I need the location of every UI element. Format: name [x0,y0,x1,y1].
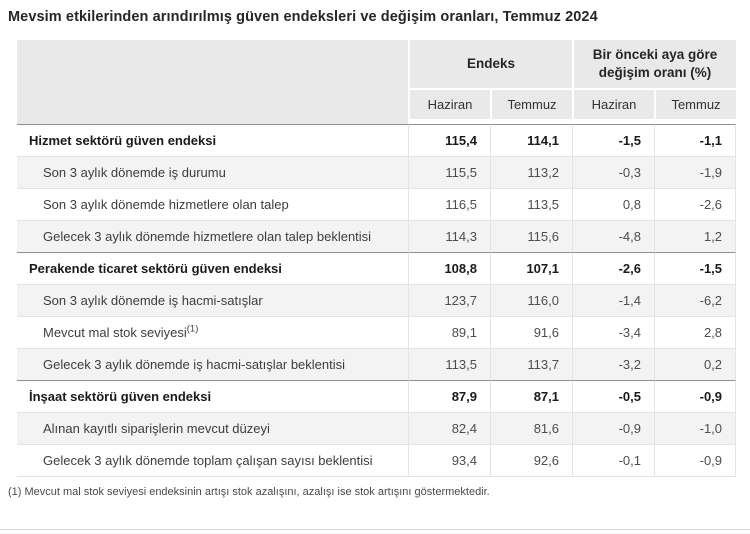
value-cell: 115,5 [408,156,490,188]
value-cell: 91,6 [490,316,572,348]
value-cell: 113,5 [490,188,572,220]
value-cell: -0,3 [572,156,654,188]
value-cell: 0,8 [572,188,654,220]
value-cell: -1,1 [654,124,737,156]
value-cell: 93,4 [408,444,490,477]
row-label: Alınan kayıtlı siparişlerin mevcut düzey… [17,412,408,444]
value-cell: 113,7 [490,348,572,380]
row-label-column-header [17,40,408,124]
row-label: Mevcut mal stok seviyesi(1) [17,316,408,348]
value-cell: 108,8 [408,252,490,284]
footnote: (1) Mevcut mal stok seviyesi endeksinin … [8,486,490,498]
value-cell: 89,1 [408,316,490,348]
row-label: Son 3 aylık dönemde iş durumu [17,156,408,188]
row-label: Gelecek 3 aylık dönemde toplam çalışan s… [17,444,408,477]
row-label: Son 3 aylık dönemde hizmetlere olan tale… [17,188,408,220]
value-cell: -4,8 [572,220,654,252]
column-group-header-row: Endeks Bir önceki aya göre değişim oranı… [17,40,737,124]
value-cell: 82,4 [408,412,490,444]
row-label: Perakende ticaret sektörü güven endeksi [17,252,408,284]
col-group-monthly-change: Bir önceki aya göre değişim oranı (%) [572,40,737,90]
page-title: Mevsim etkilerinden arındırılmış güven e… [8,9,598,25]
detail-row: Son 3 aylık dönemde hizmetlere olan tale… [17,188,737,220]
value-cell: -3,4 [572,316,654,348]
table-body: Hizmet sektörü güven endeksi 115,4 114,1 -1… [17,124,737,477]
value-cell: 87,1 [490,380,572,412]
value-cell: 92,6 [490,444,572,477]
bottom-divider [0,529,750,530]
detail-row: Alınan kayıtlı siparişlerin mevcut düzey… [17,412,737,444]
detail-row: Son 3 aylık dönemde iş hacmi-satışlar 123… [17,284,737,316]
detail-row: Gelecek 3 aylık dönemde toplam çalışan s… [17,444,737,477]
value-cell: 2,8 [654,316,737,348]
value-cell: 116,5 [408,188,490,220]
col-group-endeks: Endeks [408,40,572,90]
confidence-indices-table: Endeks Bir önceki aya göre değişim oranı… [17,40,737,477]
subheader-endeks-haziran: Haziran [408,90,490,124]
row-label: Hizmet sektörü güven endeksi [17,124,408,156]
value-cell: -1,0 [654,412,737,444]
subheader-change-haziran: Haziran [572,90,654,124]
row-label: İnşaat sektörü güven endeksi [17,380,408,412]
value-cell: -0,9 [572,412,654,444]
value-cell: -2,6 [654,188,737,220]
section-row: Hizmet sektörü güven endeksi 115,4 114,1 -1… [17,124,737,156]
subheader-change-temmuz: Temmuz [654,90,737,124]
value-cell: -0,1 [572,444,654,477]
value-cell: -6,2 [654,284,737,316]
row-label: Gelecek 3 aylık dönemde hizmetlere olan … [17,220,408,252]
value-cell: 113,2 [490,156,572,188]
value-cell: -3,2 [572,348,654,380]
value-cell: -1,4 [572,284,654,316]
table-header: Endeks Bir önceki aya göre değişim oranı… [17,40,737,124]
detail-row: Son 3 aylık dönemde iş durumu 115,5 113,2-… [17,156,737,188]
value-cell: 107,1 [490,252,572,284]
value-cell: 1,2 [654,220,737,252]
value-cell: -1,5 [654,252,737,284]
value-cell: -0,5 [572,380,654,412]
value-cell: -1,9 [654,156,737,188]
row-label: Son 3 aylık dönemde iş hacmi-satışlar [17,284,408,316]
row-label: Gelecek 3 aylık dönemde iş hacmi-satışla… [17,348,408,380]
value-cell: 115,6 [490,220,572,252]
value-cell: 116,0 [490,284,572,316]
value-cell: 87,9 [408,380,490,412]
month-header-row: Haziran Temmuz Haziran Temmuz [17,90,737,124]
section-row: İnşaat sektörü güven endeksi 87,9 87,1 -0,5… [17,380,737,412]
subheader-endeks-temmuz: Temmuz [490,90,572,124]
value-cell: -0,9 [654,380,737,412]
value-cell: -0,9 [654,444,737,477]
value-cell: 81,6 [490,412,572,444]
value-cell: 123,7 [408,284,490,316]
footnote-marker: (1) [186,323,199,335]
value-cell: 114,3 [408,220,490,252]
value-cell: 115,4 [408,124,490,156]
value-cell: 0,2 [654,348,737,380]
section-row: Perakende ticaret sektörü güven endeksi 1… [17,252,737,284]
value-cell: -1,5 [572,124,654,156]
value-cell: -2,6 [572,252,654,284]
detail-row: Gelecek 3 aylık dönemde iş hacmi-satışla… [17,348,737,380]
value-cell: 114,1 [490,124,572,156]
detail-row: Mevcut mal stok seviyesi(1) 89,1 91,6 -3,4 2… [17,316,737,348]
value-cell: 113,5 [408,348,490,380]
detail-row: Gelecek 3 aylık dönemde hizmetlere olan … [17,220,737,252]
